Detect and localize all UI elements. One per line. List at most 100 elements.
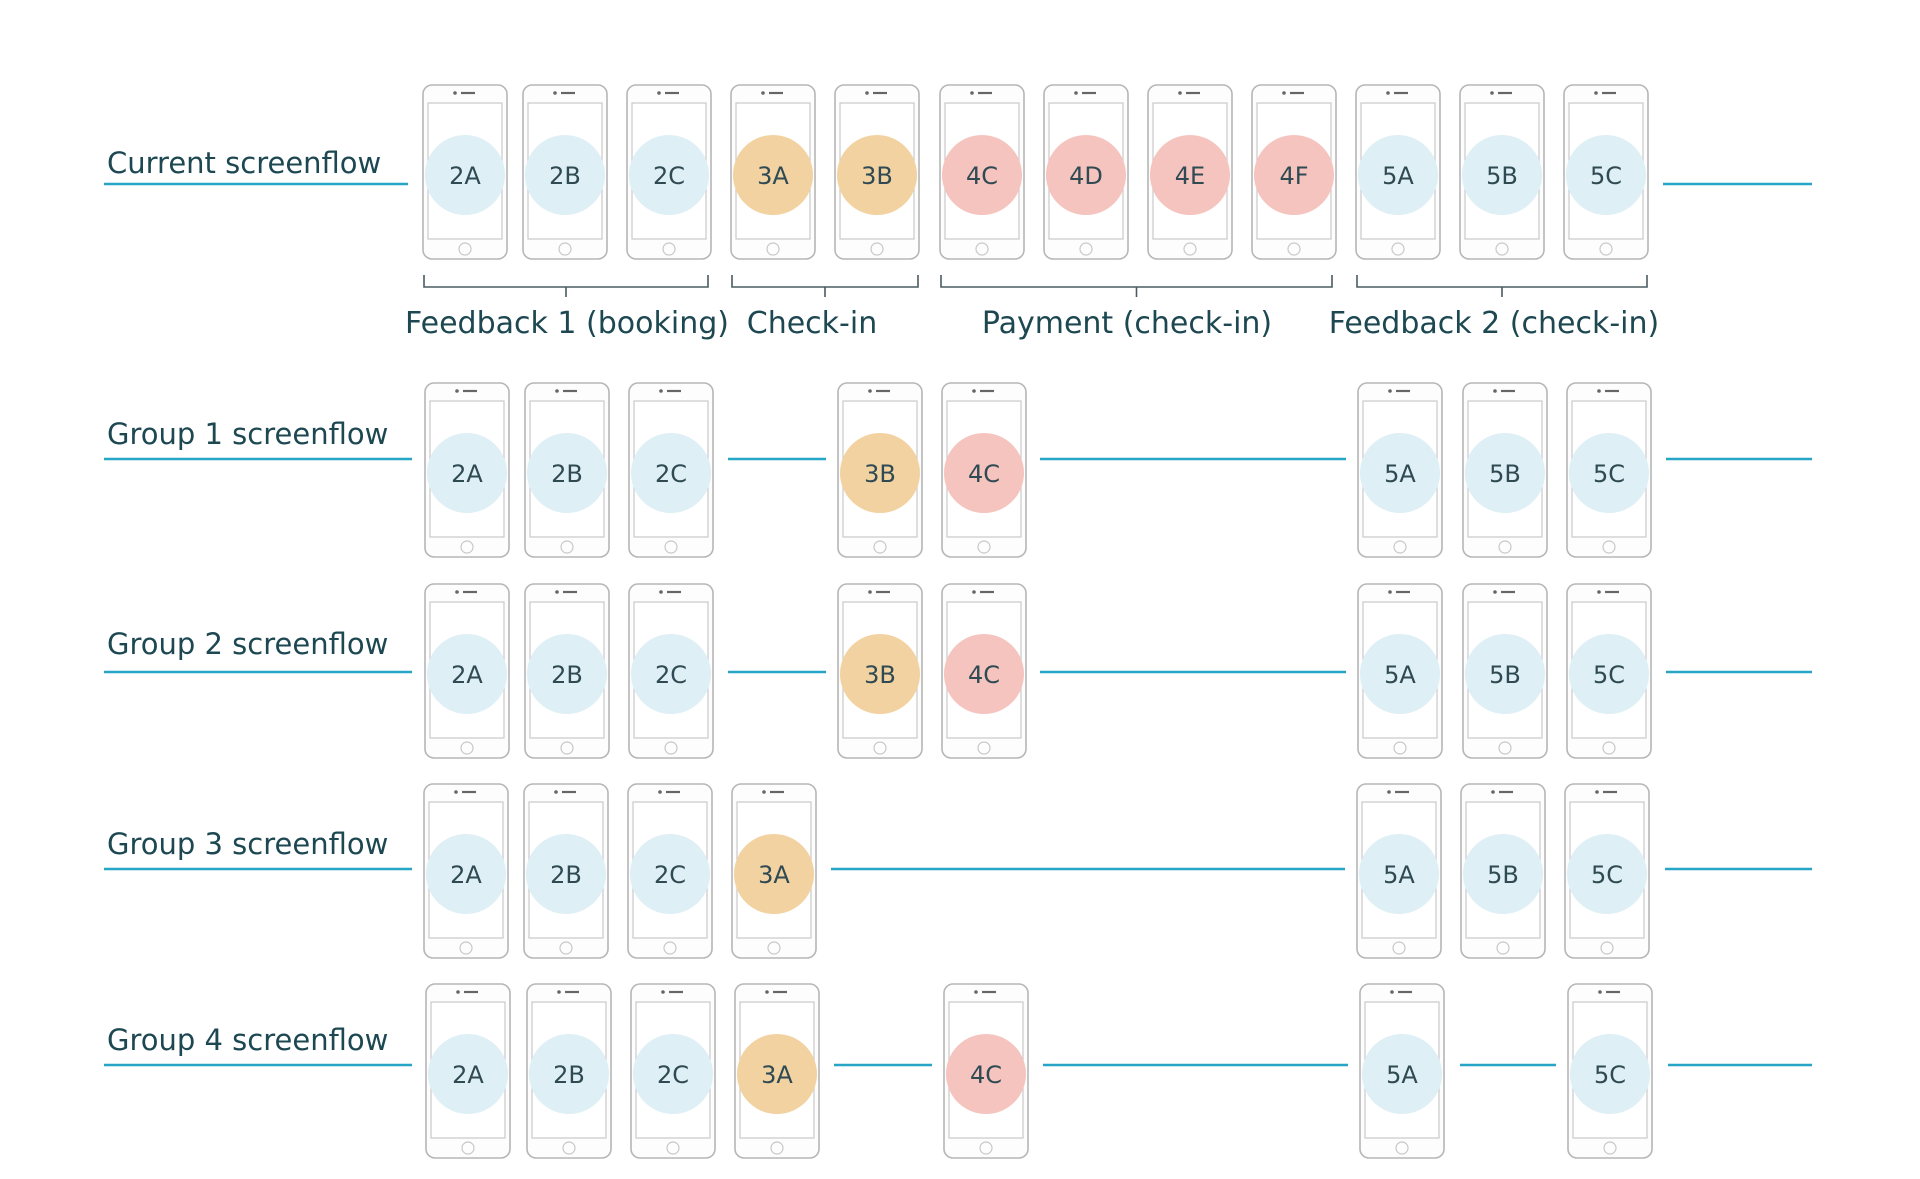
camera-dot: [1493, 389, 1497, 393]
screen-id-label: 2A: [451, 460, 483, 488]
screen-id-label: 2B: [549, 162, 581, 190]
screen-badge-blue: [527, 433, 607, 513]
phone-screen-3b: 3B: [837, 583, 923, 759]
home-button: [459, 941, 473, 955]
phone-screen-4c: 4C: [941, 583, 1027, 759]
home-button: [560, 741, 574, 755]
screen-id-label: 5A: [1384, 460, 1416, 488]
camera-dot: [1386, 91, 1390, 95]
screen-id-label: 5C: [1591, 861, 1623, 889]
camera-dot: [868, 590, 872, 594]
phone-screen-2c: 2C: [627, 783, 713, 959]
camera-dot: [658, 790, 662, 794]
screen-badge-blue: [1362, 1034, 1442, 1114]
home-button: [1183, 242, 1197, 256]
screen-id-label: 4F: [1279, 162, 1308, 190]
row-label: Group 3 screenflow: [107, 827, 388, 861]
group-label: Feedback 2 (check-in): [1329, 306, 1659, 341]
screen-badge-blue: [1569, 634, 1649, 714]
screen-id-label: 4C: [968, 661, 1000, 689]
screen-id-label: 5B: [1487, 861, 1519, 889]
phone-screen-2b: 2B: [526, 983, 612, 1159]
phone-screen-5a: 5A: [1359, 983, 1445, 1159]
phone-screen-5b: 5B: [1462, 583, 1548, 759]
row-label: Group 2 screenflow: [107, 627, 388, 661]
screen-badge-blue: [527, 634, 607, 714]
screen-id-label: 3A: [757, 162, 789, 190]
screen-badge-pink: [944, 433, 1024, 513]
phone-screen-5a: 5A: [1355, 84, 1441, 260]
home-button: [1498, 741, 1512, 755]
screen-badge-orange: [733, 135, 813, 215]
home-button: [664, 540, 678, 554]
camera-dot: [453, 91, 457, 95]
screen-badge-blue: [427, 433, 507, 513]
screen-badge-blue: [1360, 634, 1440, 714]
group-bracket: Feedback 1 (booking): [405, 275, 729, 341]
screen-badge-orange: [840, 634, 920, 714]
screen-id-label: 5A: [1384, 661, 1416, 689]
screen-badge-blue: [631, 433, 711, 513]
screen-badge-blue: [427, 634, 507, 714]
group-bracket: Check-in: [731, 275, 919, 341]
camera-dot: [970, 91, 974, 95]
screen-id-label: 2C: [653, 162, 685, 190]
group-label: Check-in: [747, 306, 877, 341]
screen-id-label: 5C: [1593, 661, 1625, 689]
screen-badge-blue: [426, 834, 506, 914]
phone-screen-2b: 2B: [522, 84, 608, 260]
home-button: [559, 941, 573, 955]
camera-dot: [972, 590, 976, 594]
screen-id-label: 5A: [1382, 162, 1414, 190]
home-button: [873, 540, 887, 554]
camera-dot: [1388, 590, 1392, 594]
phone-screen-5c: 5C: [1566, 382, 1652, 558]
camera-dot: [455, 389, 459, 393]
phone-screen-2c: 2C: [630, 983, 716, 1159]
screen-badge-blue: [1462, 135, 1542, 215]
camera-dot: [865, 91, 869, 95]
screen-badge-pink: [942, 135, 1022, 215]
camera-dot: [555, 590, 559, 594]
phone-screen-4c: 4C: [943, 983, 1029, 1159]
home-button: [664, 741, 678, 755]
home-button: [461, 1141, 475, 1155]
screen-badge-pink: [946, 1034, 1026, 1114]
screen-id-label: 2A: [452, 1061, 484, 1089]
phone-screen-2c: 2C: [628, 382, 714, 558]
screen-id-label: 2B: [551, 460, 583, 488]
camera-dot: [553, 91, 557, 95]
phone-screen-4e: 4E: [1147, 84, 1233, 260]
camera-dot: [1597, 389, 1601, 393]
camera-dot: [1598, 990, 1602, 994]
screen-id-label: 5B: [1489, 661, 1521, 689]
screen-badge-blue: [629, 135, 709, 215]
home-button: [1599, 242, 1613, 256]
camera-dot: [657, 91, 661, 95]
camera-dot: [765, 990, 769, 994]
screen-badge-blue: [1465, 433, 1545, 513]
screen-id-label: 4E: [1175, 162, 1205, 190]
phone-screen-4f: 4F: [1251, 84, 1337, 260]
screen-badge-pink: [1150, 135, 1230, 215]
camera-dot: [554, 790, 558, 794]
screen-id-label: 5C: [1593, 460, 1625, 488]
phone-screen-3a: 3A: [731, 783, 817, 959]
camera-dot: [659, 590, 663, 594]
screen-id-label: 2A: [451, 661, 483, 689]
screenflow-row: Group 2 screenflow: [104, 627, 1812, 674]
camera-dot: [659, 389, 663, 393]
group-label: Feedback 1 (booking): [405, 306, 729, 341]
screen-badge-orange: [837, 135, 917, 215]
home-button: [1602, 741, 1616, 755]
group-bracket: Feedback 2 (check-in): [1329, 275, 1659, 341]
camera-dot: [761, 91, 765, 95]
screen-badge-blue: [428, 1034, 508, 1114]
camera-dot: [1387, 790, 1391, 794]
home-button: [1391, 242, 1405, 256]
screen-badge-blue: [1465, 634, 1545, 714]
home-button: [1498, 540, 1512, 554]
phone-screen-5c: 5C: [1563, 84, 1649, 260]
bracket-line: [731, 275, 919, 297]
home-button: [460, 540, 474, 554]
